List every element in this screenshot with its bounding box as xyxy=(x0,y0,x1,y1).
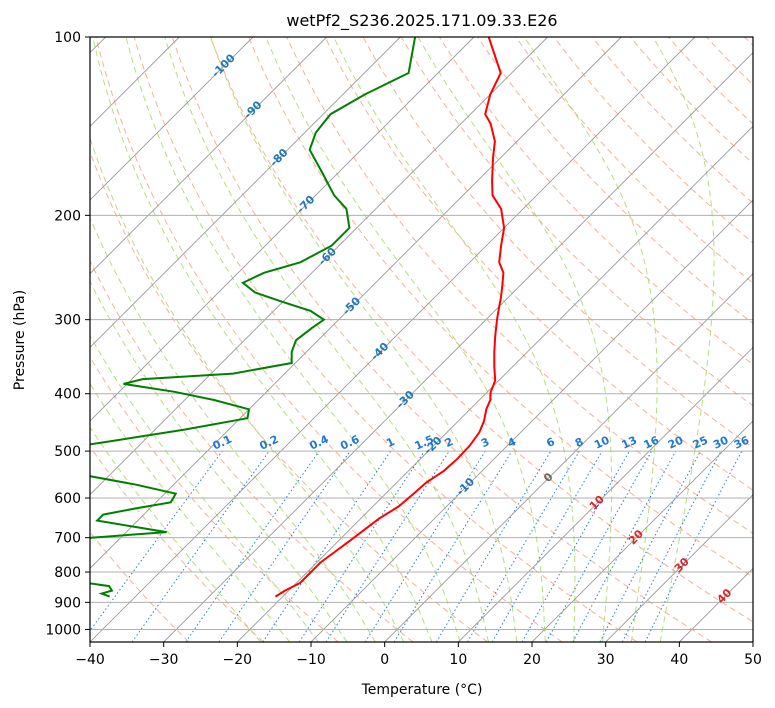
mixing-ratio-line xyxy=(131,450,270,642)
mixing-ratio-label: 25 xyxy=(691,434,710,452)
x-tick-label: 30 xyxy=(597,652,615,668)
y-tick-label: 900 xyxy=(54,595,81,611)
mixing-ratio-label: 13 xyxy=(620,434,639,452)
dry-adiabat xyxy=(324,37,753,491)
mixing-ratio-label: 36 xyxy=(732,433,752,451)
profiles xyxy=(90,37,506,598)
y-tick-label: 1000 xyxy=(45,622,81,638)
isotherm-line xyxy=(90,37,401,348)
y-tick-label: 200 xyxy=(54,208,81,224)
y-axis-title: Pressure (hPa) xyxy=(12,290,28,390)
dewpoint-line xyxy=(90,37,417,598)
mixing-ratio-line xyxy=(364,450,486,642)
dry-adiabat xyxy=(95,37,563,642)
chart-title: wetPf2_S236.2025.171.09.33.E26 xyxy=(286,11,557,31)
dry-adiabat xyxy=(400,37,753,407)
isotherm-line xyxy=(163,52,753,642)
moist-adiabat xyxy=(164,37,489,642)
dry-adiabat xyxy=(210,37,753,623)
mixing-ratio-line xyxy=(185,450,320,642)
moist-adiabat xyxy=(90,136,405,642)
mixing-ratio-label: 16 xyxy=(642,433,662,451)
x-tick-label: −10 xyxy=(296,652,326,668)
moist-adiabat xyxy=(92,37,433,642)
x-tick-label: 0 xyxy=(380,652,389,668)
mixing-ratio-line xyxy=(491,450,603,642)
moist-adiabat xyxy=(90,382,291,642)
x-tick-label: 10 xyxy=(449,652,467,668)
plot-frame xyxy=(89,36,754,643)
isotherm-line xyxy=(384,273,753,642)
isotherm-line xyxy=(90,37,254,201)
x-tick-label: 50 xyxy=(744,652,762,668)
y-tick-label: 100 xyxy=(54,30,81,46)
dry-adiabat xyxy=(90,259,414,642)
moist-adiabat xyxy=(90,280,348,642)
mixing-ratio-label: 10 xyxy=(592,433,612,451)
dry-adiabat xyxy=(515,37,753,284)
x-tick-label: −20 xyxy=(223,652,253,668)
moist-adiabat xyxy=(90,334,319,642)
mixing-ratio-line xyxy=(467,450,580,642)
moist-adiabat xyxy=(265,37,546,642)
y-tick-label: 700 xyxy=(54,531,81,547)
moist-adiabat xyxy=(125,37,461,642)
y-tick-label: 800 xyxy=(54,565,81,581)
moist-adiabat xyxy=(90,426,262,642)
isotherm-line xyxy=(90,37,475,422)
mixing-ratio-line xyxy=(521,450,630,642)
x-tick-label: −30 xyxy=(149,652,179,668)
isotherm-line xyxy=(237,125,753,642)
dry-adiabat xyxy=(629,37,753,165)
isotherm-line xyxy=(90,37,696,642)
dry-adiabat xyxy=(171,37,712,642)
mixing-ratio-line xyxy=(572,450,677,642)
mixing-ratio-line xyxy=(218,450,351,642)
isotherm-line xyxy=(90,37,327,275)
mixing-ratio-line xyxy=(435,450,552,642)
dry-adiabat xyxy=(90,445,264,642)
y-axis: 100 200 300 400 500 600 700 800 900 1000 xyxy=(45,30,90,638)
dry-adiabat xyxy=(133,37,638,642)
y-tick-label: 300 xyxy=(54,313,81,329)
moist-adiabat xyxy=(210,37,518,642)
mixing-ratio-line xyxy=(325,450,450,642)
mixing-ratio-line xyxy=(90,450,223,632)
moist-adiabat xyxy=(523,37,658,642)
grid-lines xyxy=(90,37,753,642)
y-tick-label: 500 xyxy=(54,444,81,460)
dry-adiabat xyxy=(591,37,753,204)
mixing-ratio-label: 20 xyxy=(666,433,686,451)
x-tick-label: 40 xyxy=(670,652,688,668)
isotherm-line xyxy=(90,37,548,496)
temperature-line xyxy=(274,37,506,598)
isotherm-line xyxy=(531,420,753,642)
isotherm-line xyxy=(605,494,753,642)
mixing-ratio-label: 30 xyxy=(711,433,731,451)
dry-adiabat xyxy=(248,37,753,578)
isotherm-line xyxy=(458,346,753,642)
x-axis-title: Temperature (°C) xyxy=(361,682,483,698)
dry-adiabat xyxy=(477,37,753,325)
y-tick-label: 400 xyxy=(54,387,81,403)
x-tick-label: −40 xyxy=(75,652,105,668)
y-tick-label: 600 xyxy=(54,491,81,507)
mixing-ratio-line xyxy=(393,450,513,642)
isotherm-line xyxy=(310,199,753,642)
moist-adiabat xyxy=(652,37,715,642)
moist-adiabat xyxy=(417,37,613,642)
x-axis: −40 −30 −20 −10 0 10 20 30 40 50 xyxy=(75,642,762,668)
isotherm-line xyxy=(90,37,622,569)
x-tick-label: 20 xyxy=(523,652,541,668)
